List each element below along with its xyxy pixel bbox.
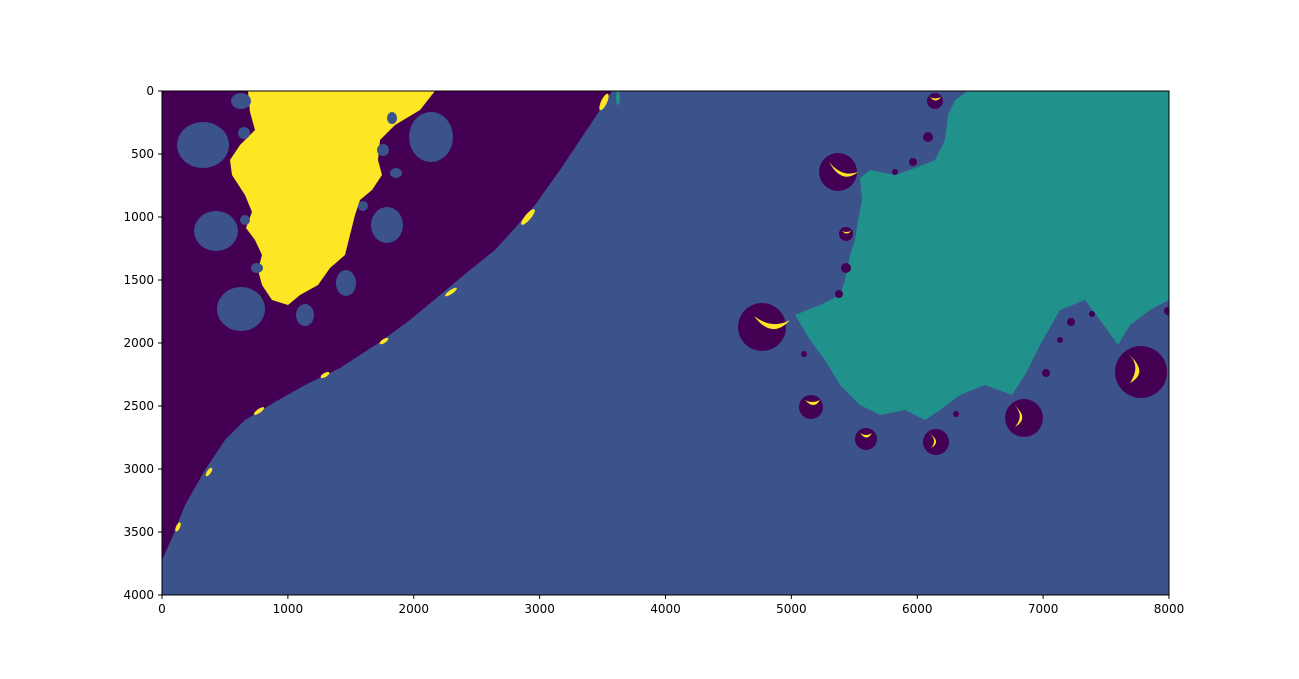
- y-tick-label: 3500: [123, 525, 154, 539]
- blob-3: [194, 211, 238, 251]
- bulb-13: [835, 290, 843, 298]
- x-axis: 0 1000 2000 3000 4000 5000 6000 7000 8000: [158, 595, 1184, 616]
- x-tick-label: 4000: [650, 602, 681, 616]
- y-tick-label: 2000: [123, 336, 154, 350]
- y-tick-label: 1000: [123, 210, 154, 224]
- blob-4: [371, 207, 403, 243]
- y-tick-label: 1500: [123, 273, 154, 287]
- region-yellow-lobe: [230, 91, 435, 305]
- y-tick-label: 3000: [123, 462, 154, 476]
- blob-9: [238, 127, 250, 139]
- region-teal-lobe: [795, 91, 1169, 420]
- x-tick-label: 5000: [776, 602, 807, 616]
- blob-7: [296, 304, 314, 326]
- sliver-7: [205, 467, 213, 477]
- sliver-6: [253, 407, 265, 415]
- x-tick-label: 0: [158, 602, 166, 616]
- x-tick-label: 6000: [902, 602, 933, 616]
- sliver-teal-1: [616, 91, 620, 105]
- blob-12: [387, 112, 397, 124]
- bulb-5: [799, 395, 823, 419]
- y-tick-label: 2500: [123, 399, 154, 413]
- blob-5: [217, 287, 265, 331]
- bulb-11: [909, 158, 917, 166]
- bulb-12: [841, 263, 851, 273]
- x-tick-label: 3000: [524, 602, 555, 616]
- y-tick-label: 4000: [123, 588, 154, 602]
- blob-10: [240, 215, 250, 225]
- y-axis: 0 500 1000 1500 2000 2500 3000 3500 4000: [123, 84, 162, 602]
- x-tick-label: 1000: [273, 602, 304, 616]
- bulb-14: [1067, 318, 1075, 326]
- bulb-7: [923, 429, 949, 455]
- blob-11: [251, 263, 263, 273]
- blob-15: [358, 201, 368, 211]
- sliver-1: [599, 93, 609, 111]
- bulb-20: [892, 169, 898, 175]
- blob-1: [177, 122, 229, 168]
- sliver-2: [521, 209, 535, 225]
- x-tick-label: 7000: [1028, 602, 1059, 616]
- blob-2: [409, 112, 453, 162]
- sliver-8: [175, 522, 181, 532]
- bulb-21: [1089, 311, 1095, 317]
- bulb-18: [953, 411, 959, 417]
- sliver-3: [445, 287, 457, 297]
- heatmap-image: [162, 91, 1169, 595]
- bulb-3: [1115, 346, 1167, 398]
- bulb-1: [819, 153, 858, 191]
- blob-14: [390, 168, 402, 178]
- bulb-15: [1057, 337, 1063, 343]
- bulb-2: [738, 303, 790, 351]
- blob-6: [336, 270, 356, 296]
- bulb-19: [1164, 307, 1169, 315]
- bulb-10: [923, 132, 933, 142]
- bulb-6: [855, 428, 877, 450]
- y-tick-label: 0: [146, 84, 154, 98]
- bulb-9: [839, 227, 853, 241]
- bulb-16: [1042, 369, 1050, 377]
- sliver-5: [320, 371, 330, 379]
- y-tick-label: 500: [131, 147, 154, 161]
- bulb-17: [801, 351, 807, 357]
- x-tick-label: 8000: [1154, 602, 1185, 616]
- blob-13: [377, 144, 389, 156]
- bulb-8: [927, 93, 943, 109]
- sliver-4: [379, 337, 389, 345]
- x-tick-label: 2000: [398, 602, 429, 616]
- bulb-4: [1005, 399, 1043, 437]
- blob-8: [231, 93, 251, 109]
